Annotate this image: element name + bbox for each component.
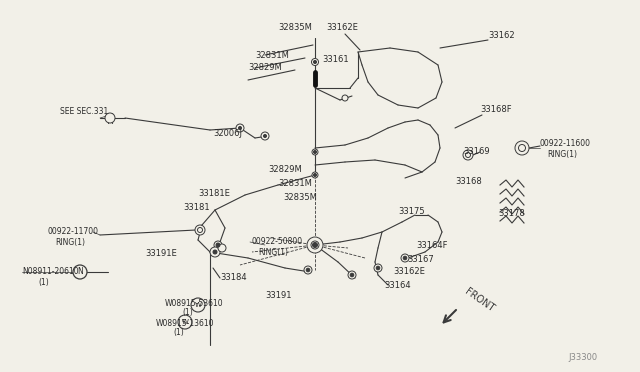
Circle shape: [191, 298, 205, 312]
Circle shape: [264, 135, 266, 138]
Circle shape: [198, 228, 202, 232]
Circle shape: [374, 264, 382, 272]
Text: 32829M: 32829M: [248, 64, 282, 73]
Circle shape: [342, 95, 348, 101]
Text: 33168F: 33168F: [480, 106, 511, 115]
Circle shape: [312, 172, 318, 178]
Text: 33161: 33161: [322, 55, 349, 64]
Text: 33175: 33175: [398, 208, 424, 217]
Circle shape: [210, 247, 220, 257]
Text: J33300: J33300: [568, 353, 597, 362]
Text: 32831M: 32831M: [255, 51, 289, 60]
Circle shape: [236, 124, 244, 132]
Circle shape: [403, 256, 407, 260]
Circle shape: [515, 141, 529, 155]
Circle shape: [105, 113, 115, 123]
Circle shape: [218, 244, 226, 252]
Circle shape: [304, 266, 312, 274]
Circle shape: [311, 241, 319, 249]
Circle shape: [314, 151, 317, 154]
Text: (1): (1): [173, 328, 184, 337]
Circle shape: [312, 58, 319, 65]
Circle shape: [401, 254, 409, 262]
Circle shape: [518, 144, 525, 151]
Circle shape: [73, 265, 87, 279]
Text: N08911-20610: N08911-20610: [22, 267, 79, 276]
Circle shape: [350, 273, 354, 277]
Circle shape: [312, 243, 317, 247]
Text: 33162E: 33162E: [326, 23, 358, 32]
Text: 32835M: 32835M: [283, 193, 317, 202]
Text: 33164F: 33164F: [416, 241, 447, 250]
Circle shape: [261, 132, 269, 140]
Text: FRONT: FRONT: [463, 286, 496, 314]
Circle shape: [216, 243, 220, 247]
Text: 33184: 33184: [220, 273, 246, 282]
Circle shape: [312, 149, 318, 155]
Circle shape: [314, 61, 317, 64]
Text: 33168: 33168: [455, 177, 482, 186]
Text: RING(1): RING(1): [258, 247, 288, 257]
Text: 33169: 33169: [463, 148, 490, 157]
Text: 32829M: 32829M: [268, 166, 301, 174]
Text: 33181: 33181: [183, 202, 210, 212]
Text: 00922-11700: 00922-11700: [48, 228, 99, 237]
Text: 00922-11600: 00922-11600: [540, 140, 591, 148]
Text: W08915-13610: W08915-13610: [156, 318, 214, 327]
Text: SEE SEC.331: SEE SEC.331: [60, 108, 108, 116]
Text: 33191: 33191: [265, 291, 291, 299]
Text: W: W: [182, 319, 188, 325]
Text: 32835M: 32835M: [278, 23, 312, 32]
Circle shape: [214, 241, 222, 249]
Circle shape: [463, 150, 473, 160]
Circle shape: [195, 225, 205, 235]
Circle shape: [306, 268, 310, 272]
Text: (1): (1): [182, 308, 193, 317]
Text: W: W: [195, 302, 202, 308]
Circle shape: [376, 266, 380, 270]
Text: 00922-50800: 00922-50800: [252, 237, 303, 247]
Text: (1): (1): [38, 278, 49, 286]
Circle shape: [239, 126, 241, 129]
Text: RING(1): RING(1): [547, 150, 577, 158]
Text: 32006J: 32006J: [213, 128, 242, 138]
Text: RING(1): RING(1): [55, 237, 85, 247]
Circle shape: [314, 173, 317, 176]
Text: 33164: 33164: [384, 282, 411, 291]
Text: 33181E: 33181E: [198, 189, 230, 198]
Text: 32831M: 32831M: [278, 179, 312, 187]
Text: W08915-53610: W08915-53610: [165, 298, 223, 308]
Circle shape: [348, 271, 356, 279]
Circle shape: [213, 250, 217, 254]
Text: 33191E: 33191E: [145, 248, 177, 257]
Text: 33162: 33162: [488, 31, 515, 39]
Circle shape: [307, 237, 323, 253]
Circle shape: [465, 153, 470, 157]
Text: N: N: [77, 267, 83, 276]
Text: 33167: 33167: [407, 254, 434, 263]
Circle shape: [178, 315, 192, 329]
Text: 33162E: 33162E: [393, 267, 425, 276]
Text: 33178: 33178: [498, 208, 525, 218]
